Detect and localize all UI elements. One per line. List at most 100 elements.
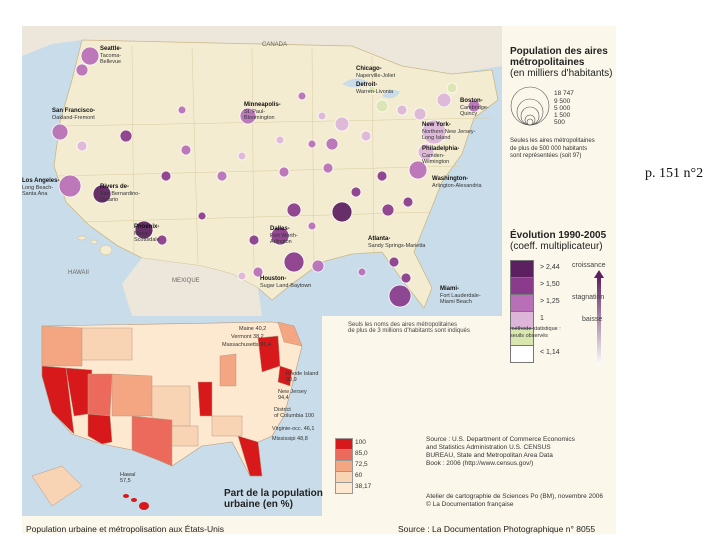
hawaii-islands — [77, 235, 113, 256]
metro-circle — [75, 63, 89, 77]
metro-circle — [467, 99, 481, 113]
evolution-legend-title: Évolution 1990-2005 — [510, 230, 607, 241]
size-label-3: 5 000 — [554, 105, 571, 112]
city-sub: Tacoma- Bellevue — [100, 52, 122, 66]
metro-circle — [286, 202, 302, 218]
metro-circle — [270, 226, 290, 246]
city-label: Atlanta- Sandy Springs-Marietta — [368, 236, 425, 249]
city-label: Seattle- Tacoma- Bellevue — [100, 46, 122, 66]
metro-circle — [156, 234, 168, 246]
metro-circle — [350, 186, 362, 198]
hawaii-bottom — [123, 494, 149, 510]
metro-circle — [381, 203, 395, 217]
metro-circle — [248, 234, 260, 246]
city-name: Detroit- — [356, 82, 378, 88]
metro-circle — [278, 166, 290, 178]
evolution-legend: Évolution 1990-2005 (coeff. multiplicate… — [510, 230, 616, 366]
metro-circle — [417, 143, 435, 161]
city-name: Boston- — [460, 98, 483, 104]
city-label: Washington- Arlington-Alexandria — [432, 176, 482, 189]
city-sub: Sugar Land-Baytown — [260, 282, 312, 289]
city-label: Chicago- Naperville-Joliet — [356, 66, 395, 79]
state-value: Mississipi 48,8 — [272, 436, 308, 442]
evolution-arrow — [594, 270, 604, 366]
state-value: Maine 40,2 — [239, 326, 267, 332]
city-name: Phoenix- — [134, 224, 160, 230]
city-sub: Fort Worth- Arlington — [270, 232, 298, 246]
urban-row: 85,0 — [335, 449, 395, 461]
urban-label: 100 — [355, 439, 366, 446]
metro-circle — [58, 174, 82, 198]
metro-circle — [322, 162, 334, 174]
page-reference: p. 151 n°2 — [645, 166, 704, 181]
baisse-label: baisse — [582, 316, 603, 323]
city-sub: Long Beach- Santa Ana — [22, 184, 54, 198]
urban-label: 38,17 — [355, 483, 372, 490]
population-legend-subtitle: (en milliers d'habitants) — [510, 68, 613, 79]
urban-row: 72,5 — [335, 460, 395, 472]
population-legend: Population des aires métropolitaines (en… — [510, 46, 616, 159]
evolution-row: < 1,14 — [510, 345, 616, 363]
city-sub: Fort Lauderdale- Miami Beach — [440, 292, 481, 306]
size-label-5: 500 — [554, 119, 565, 126]
metro-circle — [360, 130, 372, 142]
stagnation-label: stagnation — [572, 294, 605, 301]
evolution-row: 1 — [510, 311, 616, 329]
state-value: Vermont 38,2 — [231, 334, 264, 340]
evolution-label: > 1,50 — [540, 281, 560, 288]
city-sub: Sandy Springs-Marietta — [368, 242, 426, 249]
metro-circle — [216, 170, 228, 182]
metropolitan-map: CANADA MEXIQUE HAWAII — [22, 26, 502, 316]
metro-circle — [119, 129, 133, 143]
city-name: Los Angeles- — [22, 178, 60, 184]
city-label: New York- Northern New Jersey- Long Islan… — [422, 122, 476, 142]
metro-circle — [334, 116, 350, 132]
metro-circle — [402, 196, 414, 208]
city-sub: Northern New Jersey- Long Island — [422, 128, 476, 142]
metro-circle — [237, 271, 247, 281]
size-label-1: 18 747 — [554, 90, 574, 97]
metro-circle — [297, 91, 307, 101]
size-circles — [510, 86, 550, 126]
city-sub: Mesa- Scottsdale — [134, 230, 160, 244]
state-value: District of Columbia 100 — [274, 407, 315, 419]
city-sub: Arlington-Alexandria — [432, 182, 482, 189]
size-label-2: 9 500 — [554, 98, 571, 105]
city-name: Washington- — [432, 176, 469, 182]
metro-circle — [197, 211, 207, 221]
city-label: San Francisco- Oakland-Fremont — [52, 108, 95, 121]
city-name: Miami- — [440, 286, 460, 292]
city-sub: Warren-Livonia — [356, 88, 394, 95]
metro-circle — [446, 82, 458, 94]
metro-circle — [421, 119, 447, 145]
city-label: Philadelphia- Camden- Wilmington — [422, 146, 459, 166]
metro-circle — [180, 144, 192, 156]
city-label: Miami- Fort Lauderdale- Miami Beach — [440, 286, 481, 306]
state-fills — [41, 321, 303, 477]
urban-label: 85,0 — [355, 450, 368, 457]
urban-share-map — [22, 316, 322, 516]
population-legend-title: Population des aires métropolitaines — [510, 46, 608, 68]
city-name: New York- — [422, 122, 451, 128]
metro-circle — [325, 137, 339, 151]
metro-circle — [408, 160, 428, 180]
city-name: Philadelphia- — [422, 146, 460, 152]
caption-left: Population urbaine et métropolisation au… — [26, 524, 224, 534]
croissance-label: croissance — [572, 262, 606, 269]
metro-circles — [51, 46, 481, 308]
urban-row: 60 — [335, 471, 395, 483]
evolution-swatch — [510, 277, 534, 295]
city-label: Houston- Sugar Land-Baytown — [260, 276, 311, 289]
state-value: Virginie-occ. 46,1 — [272, 426, 315, 432]
evolution-swatch — [510, 345, 534, 363]
metro-circle — [331, 201, 353, 223]
alaska — [31, 465, 83, 507]
city-sub: St. Paul- Bloomington — [244, 108, 275, 122]
urban-label: 72,5 — [355, 461, 368, 468]
evolution-row: > 1,50 — [510, 277, 616, 295]
metro-circle — [51, 123, 69, 141]
metro-circle — [376, 170, 388, 182]
metro-circle — [388, 284, 412, 308]
urban-row: 100 — [335, 438, 395, 450]
evolution-method: méthode statistique : seuils observés — [510, 326, 561, 339]
